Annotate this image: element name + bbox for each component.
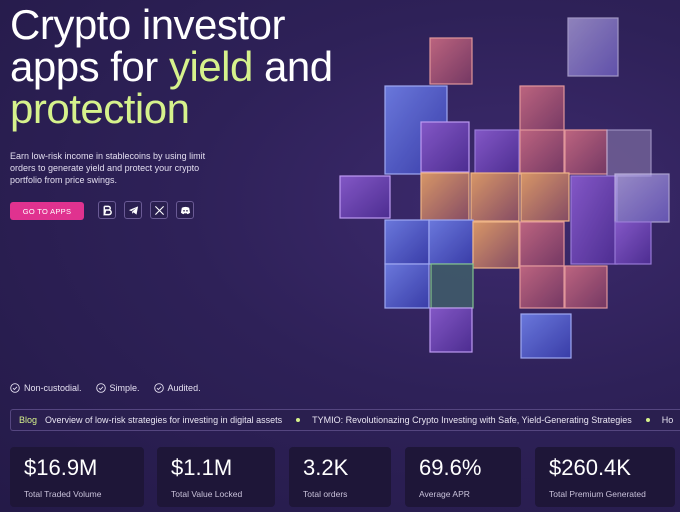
stat-label: Total Premium Generated bbox=[549, 489, 646, 499]
stat-label: Total Traded Volume bbox=[24, 489, 102, 499]
feature-list: Non-custodial. Simple. Audited. bbox=[10, 383, 201, 393]
hero-title-protection: protection bbox=[10, 85, 190, 132]
cube-illustration bbox=[339, 17, 670, 359]
ticker-separator bbox=[296, 418, 301, 422]
hero-title-yield: yield bbox=[168, 43, 253, 90]
check-circle-icon bbox=[10, 383, 20, 393]
stat-value: 69.6% bbox=[419, 455, 482, 480]
telegram-icon bbox=[128, 205, 138, 215]
blog-link[interactable]: Ho bbox=[661, 415, 674, 425]
stat-value: 3.2K bbox=[303, 455, 349, 480]
feature-label: Non-custodial. bbox=[24, 383, 82, 393]
hero-title-line2: apps for bbox=[10, 43, 169, 90]
check-circle-icon bbox=[153, 383, 164, 393]
social-links bbox=[98, 201, 194, 219]
hero-title-line1: Crypto investor bbox=[10, 1, 285, 48]
hero-title-and: and bbox=[252, 43, 333, 90]
discord-link[interactable] bbox=[176, 201, 194, 219]
bybit-link[interactable] bbox=[98, 201, 116, 219]
check-circle-icon bbox=[95, 383, 106, 393]
stat-value: $16.9M bbox=[24, 455, 98, 480]
stat-card-total-orders: 3.2K Total orders bbox=[289, 447, 391, 507]
x-icon bbox=[154, 205, 164, 215]
feature-audited: Audited. bbox=[153, 383, 201, 393]
blog-tag[interactable]: Blog bbox=[19, 415, 38, 425]
stat-value: $1.1M bbox=[171, 455, 233, 480]
blog-link[interactable]: Overview of low-risk strategies for inve… bbox=[45, 415, 283, 425]
stat-card-value-locked: $1.1M Total Value Locked bbox=[157, 447, 275, 507]
hero-description: Earn low-risk income in stablecoins by u… bbox=[10, 151, 206, 185]
stat-card-average-apr: 69.6% Average APR bbox=[405, 447, 521, 507]
telegram-link[interactable] bbox=[124, 201, 142, 219]
bybit-icon bbox=[102, 205, 112, 215]
discord-icon bbox=[180, 206, 190, 214]
x-link[interactable] bbox=[150, 201, 168, 219]
blog-link[interactable]: TYMIO: Revolutionazing Crypto Investing … bbox=[312, 415, 632, 425]
stat-label: Total orders bbox=[303, 489, 348, 499]
feature-non-custodial: Non-custodial. bbox=[10, 383, 82, 393]
stat-card-traded-volume: $16.9M Total Traded Volume bbox=[10, 447, 144, 507]
feature-label: Audited. bbox=[167, 383, 201, 393]
feature-simple: Simple. bbox=[95, 383, 140, 393]
stat-card-premium-generated: $260.4K Total Premium Generated bbox=[535, 447, 675, 507]
go-to-apps-button[interactable]: GO TO APPS bbox=[10, 202, 84, 220]
stat-label: Average APR bbox=[419, 489, 470, 499]
blog-ticker: Blog Overview of low-risk strategies for… bbox=[10, 409, 680, 431]
stat-value: $260.4K bbox=[549, 455, 631, 480]
feature-label: Simple. bbox=[109, 383, 140, 393]
hero-title: Crypto investor apps for yield and prote… bbox=[10, 4, 390, 130]
ticker-separator bbox=[645, 418, 650, 422]
stat-label: Total Value Locked bbox=[171, 489, 243, 499]
